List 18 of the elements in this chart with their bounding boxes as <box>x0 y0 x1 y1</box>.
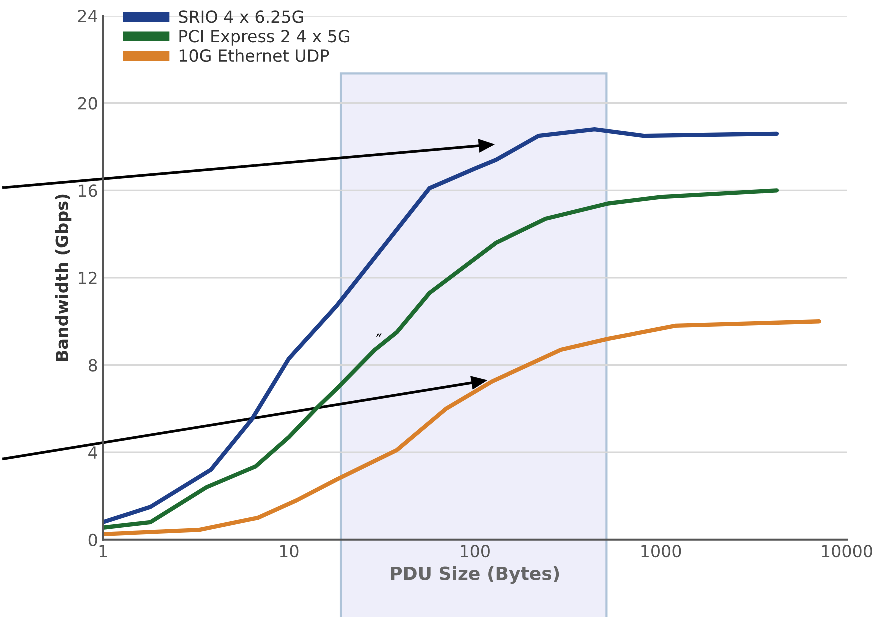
y-tick-label: 0 <box>88 534 98 546</box>
x-tick-label: 1 <box>100 545 108 558</box>
legend-label: 10G Ethernet UDP <box>180 49 330 62</box>
x-tick-label: 1000 <box>642 545 682 558</box>
y-tick-label: 8 <box>88 359 98 372</box>
y-tick-label: 16 <box>79 184 98 198</box>
y-tick-label: 4 <box>88 446 98 459</box>
annotation: ″ <box>376 334 382 337</box>
x-tick-label: 100 <box>461 545 490 558</box>
y-tick-label: 24 <box>78 10 98 22</box>
legend-label: SRIO 4 x 6.25G <box>179 10 304 24</box>
y-tick-label: 12 <box>79 272 97 284</box>
y-tick-label: 20 <box>78 97 98 110</box>
x-tick-label: 10 <box>280 545 299 558</box>
x-tick-label: 10000 <box>822 545 872 558</box>
x-axis-title: PDU Size (Bytes) <box>391 566 560 584</box>
legend-label: PCI Express 2 4 x 5G <box>180 30 350 46</box>
y-axis-title: Bandwidth (Gbps) <box>55 194 72 361</box>
